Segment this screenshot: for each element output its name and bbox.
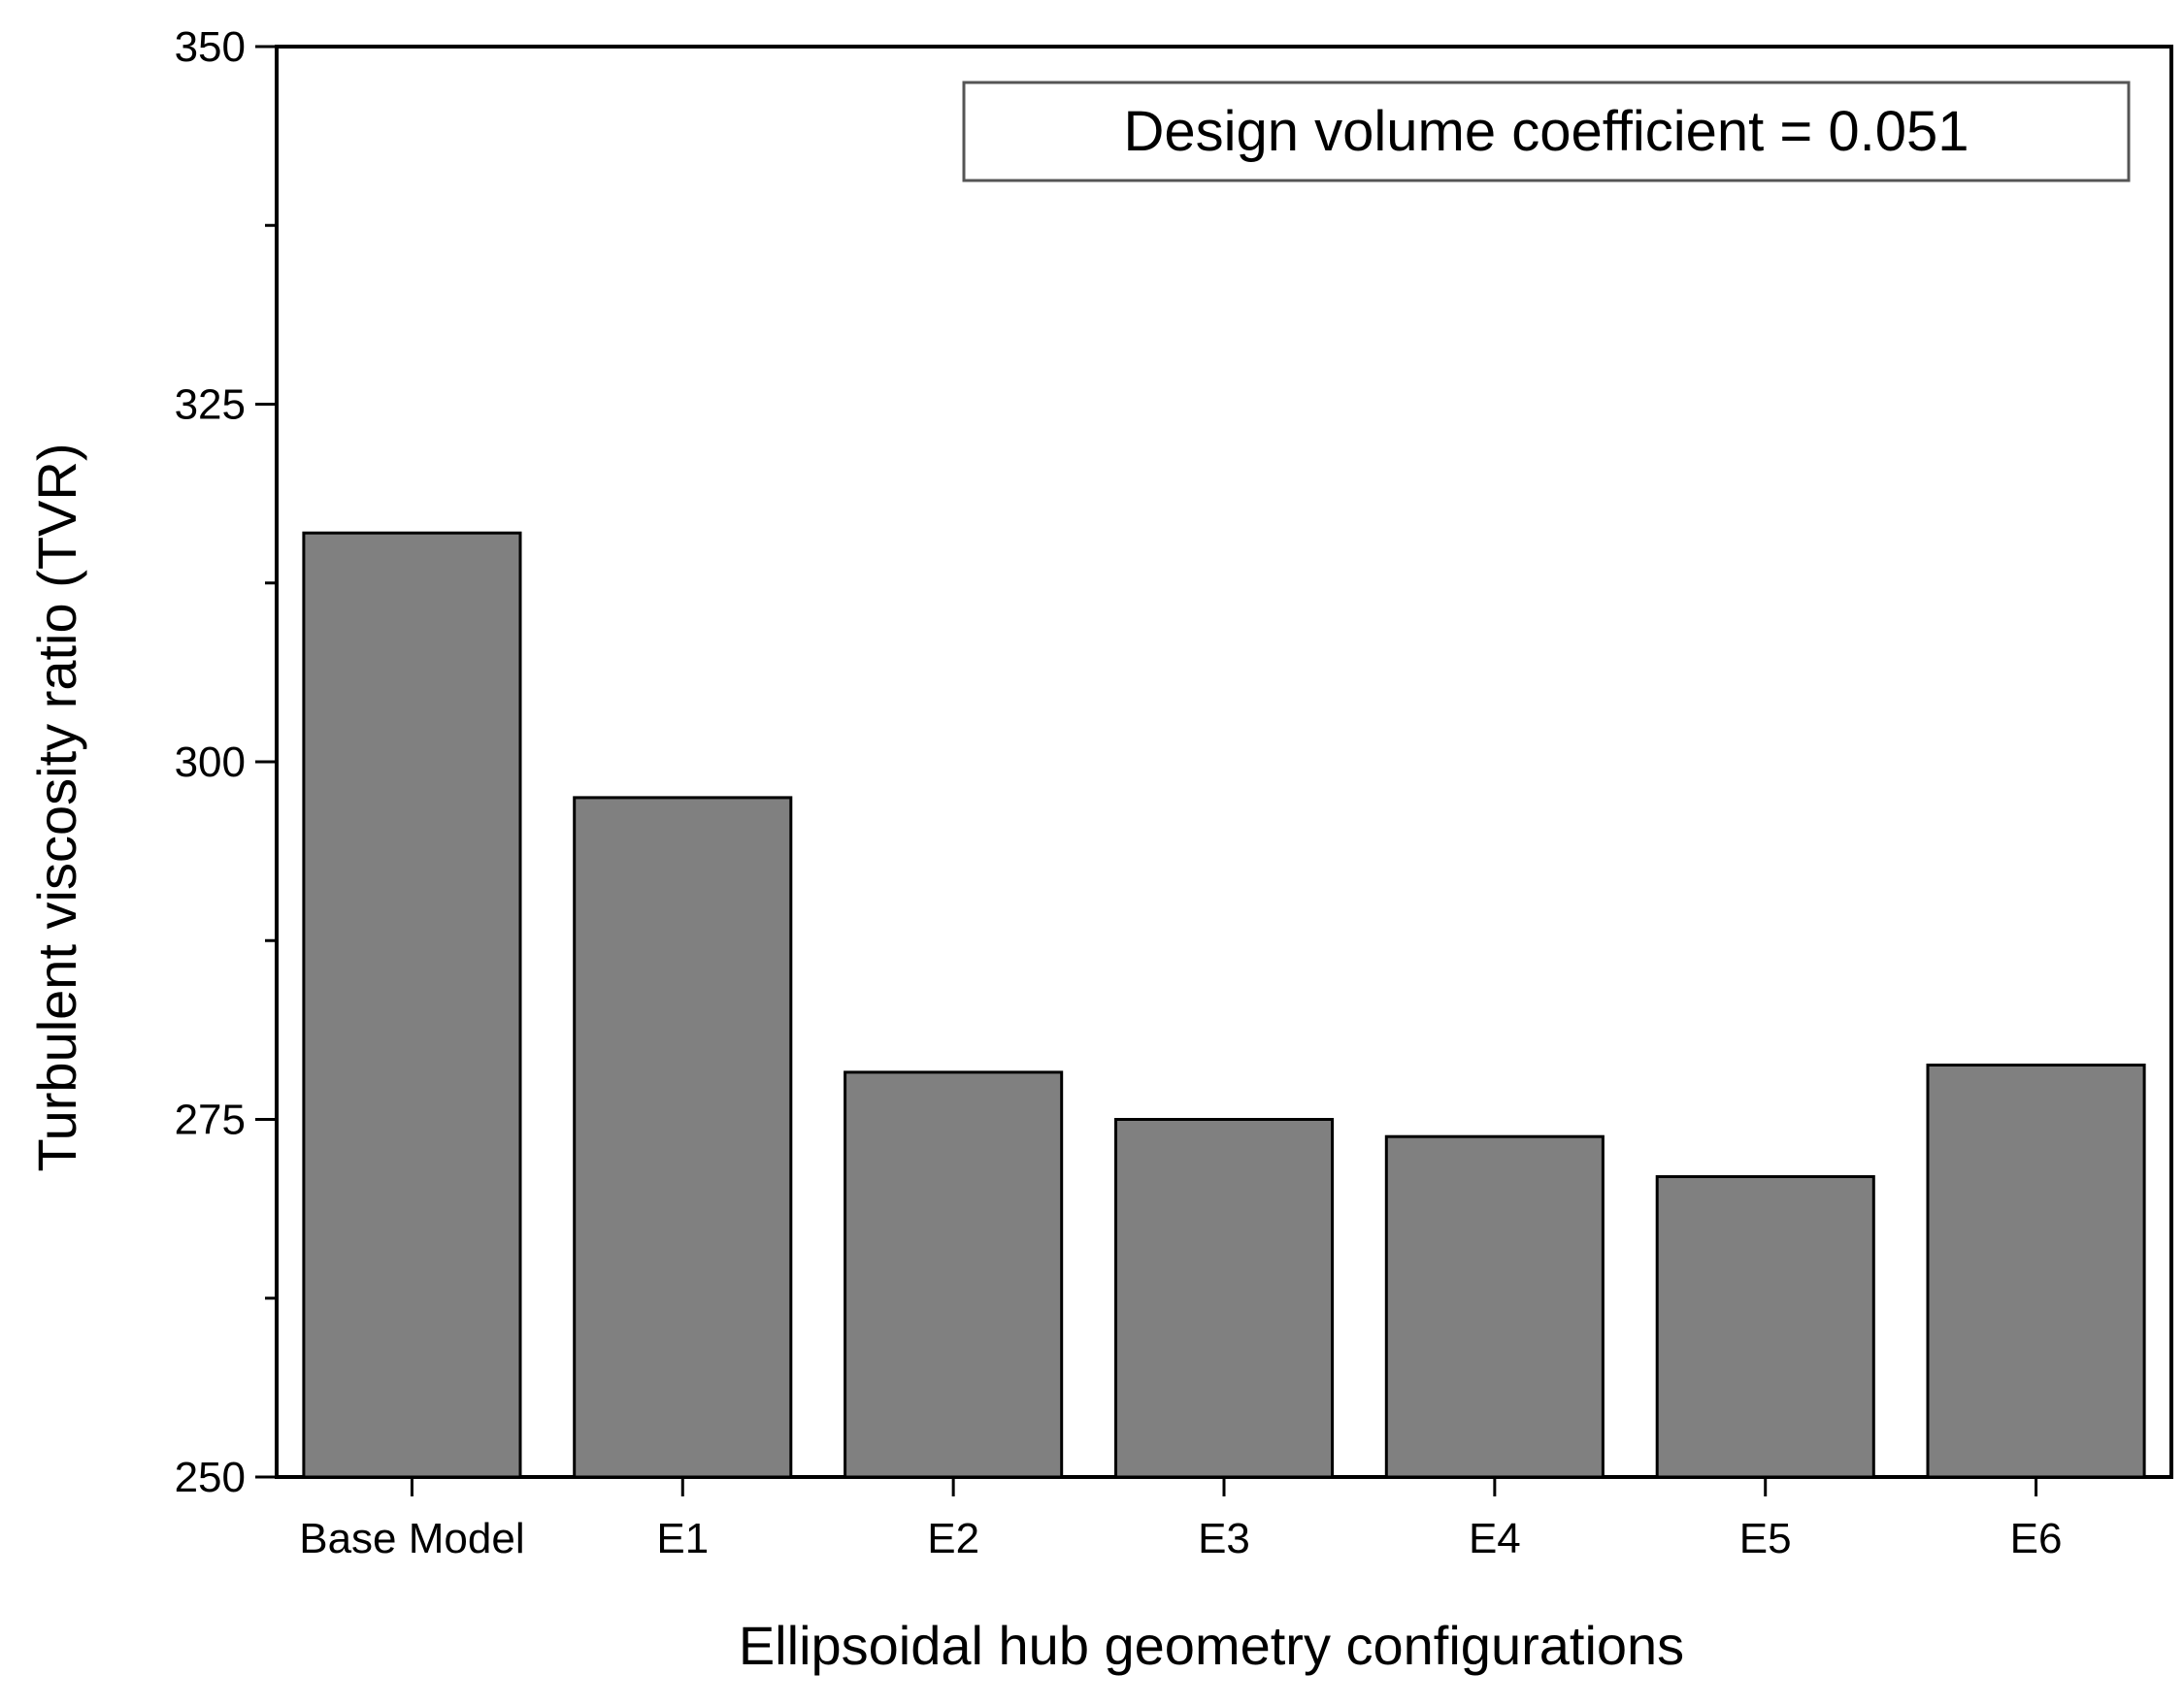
bar-e2 xyxy=(844,1070,1064,1479)
y-tick-label: 275 xyxy=(175,1097,246,1144)
y-tick-label: 300 xyxy=(175,739,246,786)
bar-base-model xyxy=(302,531,522,1479)
bar-e5 xyxy=(1655,1175,1875,1479)
annotation-box: Design volume coefficient = 0.051 xyxy=(962,81,2131,182)
x-tick-label: E6 xyxy=(2010,1515,2063,1562)
bars xyxy=(302,531,2146,1479)
bar-e1 xyxy=(573,796,793,1479)
x-tick-label: E3 xyxy=(1198,1515,1250,1562)
y-tick-label: 350 xyxy=(175,23,246,71)
bar-e6 xyxy=(1926,1064,2146,1479)
annotation-frame xyxy=(962,81,2131,182)
bar-e3 xyxy=(1114,1118,1335,1479)
x-tick-label: Base Model xyxy=(299,1515,524,1562)
annotation-text: Design volume coefficient = 0.051 xyxy=(1123,100,1969,163)
y-axis-ticks: 250 275 300 325 350 xyxy=(175,23,277,1501)
y-tick-label: 250 xyxy=(175,1454,246,1501)
x-tick-label: E5 xyxy=(1739,1515,1792,1562)
x-tick-label: E4 xyxy=(1469,1515,1521,1562)
x-tick-label: E2 xyxy=(927,1515,979,1562)
y-axis-title: Turbulent viscosity ratio (TVR) xyxy=(26,443,87,1172)
y-tick-label: 325 xyxy=(175,381,246,429)
x-tick-label: E1 xyxy=(656,1515,709,1562)
x-axis-title: Ellipsoidal hub geometry configurations xyxy=(739,1615,1684,1676)
x-axis-ticks: Base Model E1 E2 E3 E4 E5 E6 xyxy=(299,1477,2062,1562)
bar-e4 xyxy=(1384,1134,1605,1479)
